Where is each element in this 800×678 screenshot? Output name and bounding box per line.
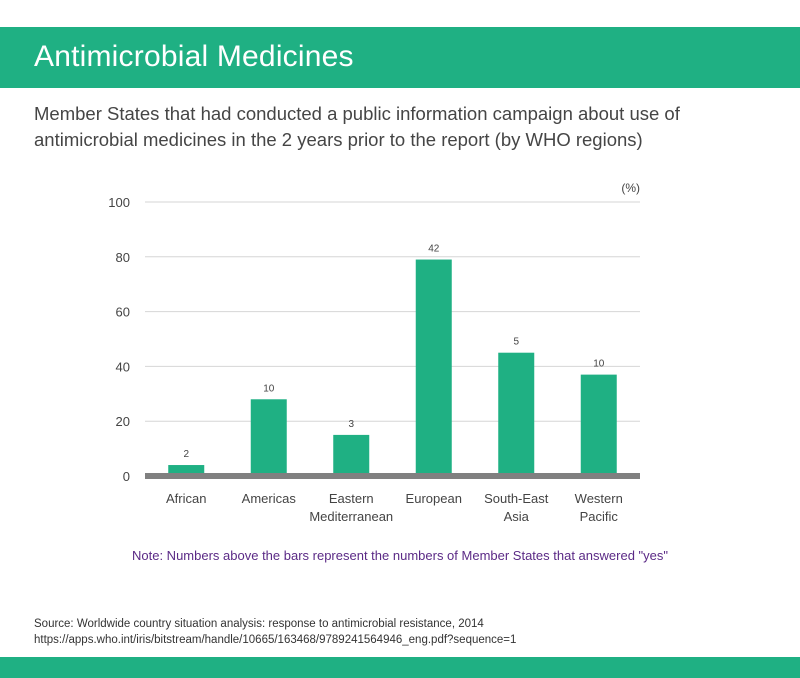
y-tick-label: 100 xyxy=(108,195,130,210)
unit-label: (%) xyxy=(621,181,640,195)
bar xyxy=(168,465,205,476)
bar xyxy=(250,399,287,476)
y-tick-label: 40 xyxy=(116,359,130,374)
baseline-axis xyxy=(145,473,640,479)
source-url: https://apps.who.int/iris/bitstream/hand… xyxy=(34,634,517,646)
source-text: Source: Worldwide country situation anal… xyxy=(34,618,484,630)
bar xyxy=(333,434,370,476)
chart-subtitle: Member States that had conducted a publi… xyxy=(34,103,680,150)
data-label: 10 xyxy=(263,383,275,394)
x-category-label: Americas xyxy=(242,491,297,506)
x-category-label: Western xyxy=(575,491,623,506)
data-label: 42 xyxy=(428,244,440,255)
y-tick-label: 60 xyxy=(116,305,130,320)
bar xyxy=(415,259,452,476)
data-label: 10 xyxy=(593,359,605,370)
data-label: 2 xyxy=(183,449,189,460)
x-category-label: European xyxy=(406,491,462,506)
source-citation: Source: Worldwide country situation anal… xyxy=(34,616,516,648)
data-label: 5 xyxy=(513,337,519,348)
x-category-label: African xyxy=(166,491,206,506)
footer-bar xyxy=(0,657,800,678)
x-category-label: Pacific xyxy=(580,509,619,524)
x-category-label: Mediterranean xyxy=(309,509,393,524)
bar xyxy=(498,352,535,476)
x-category-label: South-East xyxy=(484,491,549,506)
x-category-label: Asia xyxy=(504,509,530,524)
bar xyxy=(580,374,617,476)
page-title: Antimicrobial Medicines xyxy=(34,40,354,73)
data-label: 3 xyxy=(348,419,354,430)
y-tick-label: 0 xyxy=(123,469,130,484)
chart-note: Note: Numbers above the bars represent t… xyxy=(132,548,668,563)
x-category-label: Eastern xyxy=(329,491,374,506)
bar-chart: 0 20 40 60 80 100 (%) 2 African 10 Americas 3 Easter… xyxy=(108,181,640,524)
header-bar xyxy=(0,27,800,88)
y-tick-label: 80 xyxy=(116,250,130,265)
y-tick-label: 20 xyxy=(116,414,130,429)
